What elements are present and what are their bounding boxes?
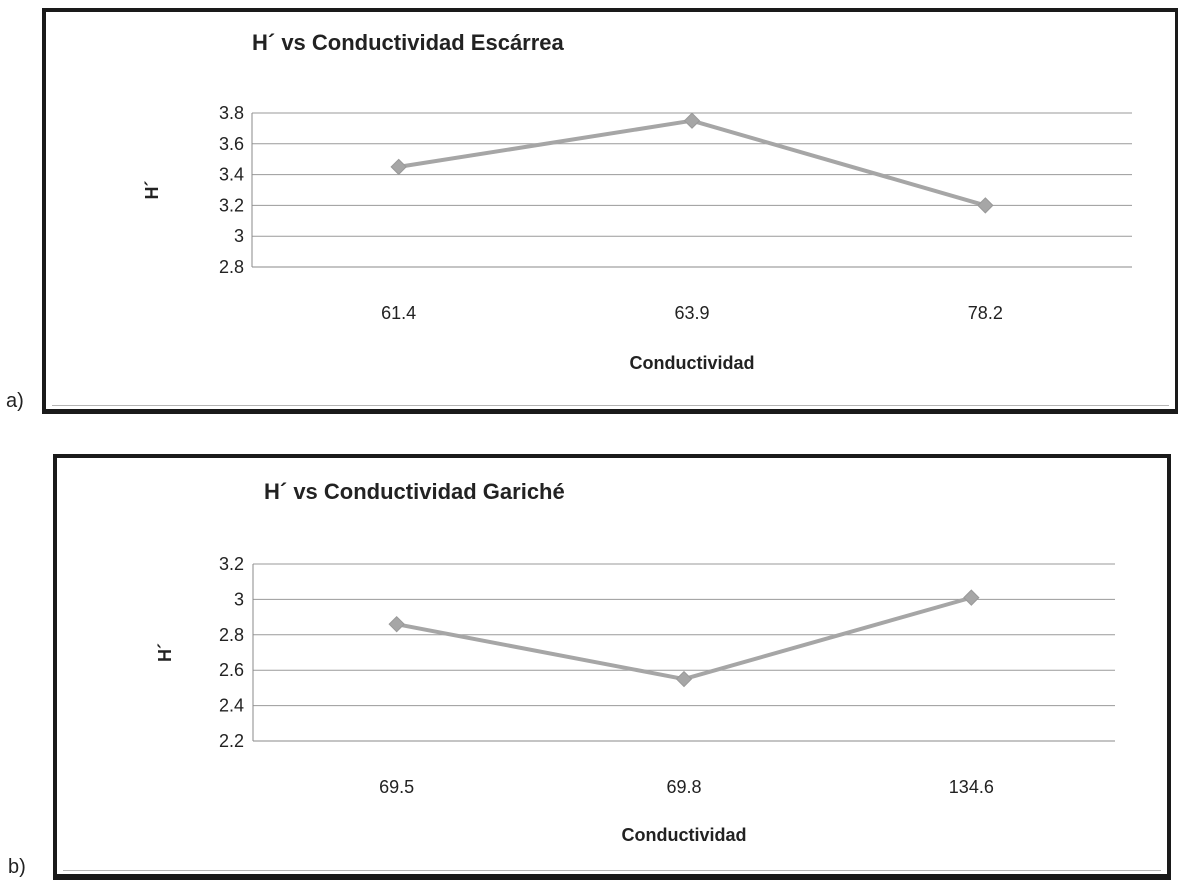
x-tick-label: 69.8	[666, 777, 701, 797]
y-tick-label: 2.8	[219, 625, 244, 645]
x-axis-title: Conductividad	[630, 353, 755, 373]
x-tick-label: 78.2	[968, 303, 1003, 323]
x-tick-label: 69.5	[379, 777, 414, 797]
data-point-marker	[977, 197, 994, 214]
chart-b: H´ vs Conductividad Gariché 2.2 2.4 2.6 2.8 3…	[155, 479, 1115, 845]
y-tick-label: 2.2	[219, 731, 244, 751]
chart-title: H´ vs Conductividad Escárrea	[252, 30, 565, 55]
y-tick-label: 2.4	[219, 696, 244, 716]
y-tick-label: 3.8	[219, 103, 244, 123]
data-point-marker	[390, 158, 407, 176]
series-line	[396, 595, 972, 682]
y-tick-label: 3.2	[219, 195, 244, 215]
data-point-marker	[963, 589, 980, 606]
y-tick-label: 3.2	[219, 554, 244, 574]
series-line	[398, 118, 986, 208]
x-tick-label: 63.9	[674, 303, 709, 323]
panel-label-b: b)	[8, 856, 26, 878]
x-axis-title: Conductividad	[622, 825, 747, 845]
x-tick-label: 134.6	[949, 777, 994, 797]
data-point-marker	[388, 615, 405, 633]
x-tick-label: 61.4	[381, 303, 416, 323]
y-tick-label: 2.6	[219, 660, 244, 680]
y-tick-label: 3.4	[219, 165, 244, 185]
y-tick-label: 3.6	[219, 134, 244, 154]
chart-title: H´ vs Conductividad Gariché	[264, 479, 565, 504]
y-axis-title: H´	[142, 181, 162, 200]
y-axis-title: H´	[155, 643, 175, 662]
y-tick-label: 3	[234, 226, 244, 246]
y-tick-label: 2.8	[219, 257, 244, 277]
chart-panel-b: H´ vs Conductividad Gariché 2.2 2.4 2.6 2.8 3…	[53, 454, 1171, 880]
data-point-marker	[683, 112, 701, 129]
panel-label-a: a)	[6, 390, 24, 412]
data-point-marker	[675, 670, 693, 688]
chart-panel-a: H´ vs Conductividad Escárrea 2.8 3 3.2 3.4 3.…	[42, 8, 1178, 414]
y-tick-label: 3	[234, 589, 244, 609]
chart-a: H´ vs Conductividad Escárrea 2.8 3 3.2 3.4 3.…	[142, 30, 1132, 373]
